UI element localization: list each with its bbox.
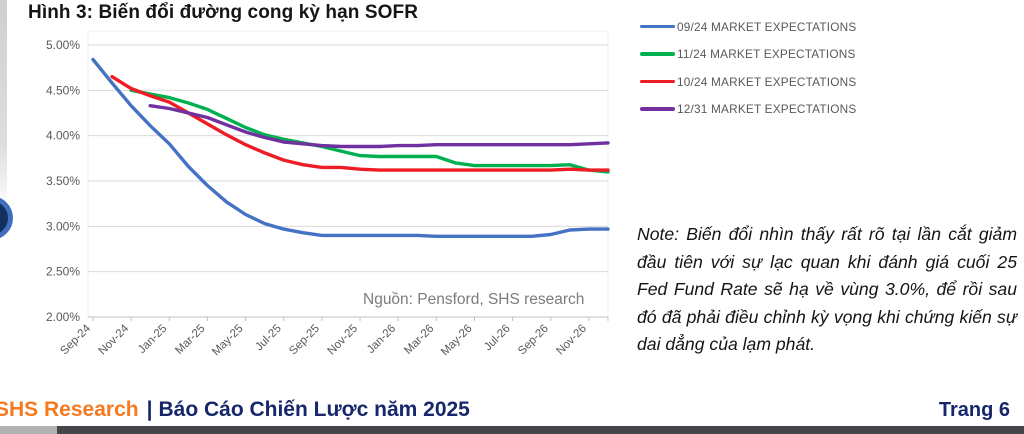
footer-brand: SHS Research: [0, 398, 139, 421]
svg-text:Nov-26: Nov-26: [554, 323, 589, 358]
svg-text:4.50%: 4.50%: [46, 83, 80, 97]
svg-text:May-25: May-25: [210, 323, 246, 359]
svg-text:3.50%: 3.50%: [46, 174, 80, 188]
legend-line-red-icon: [640, 79, 675, 84]
svg-text:3.00%: 3.00%: [46, 219, 80, 233]
chart-canvas: 5.00%4.50%4.00%3.50%3.00%2.50%2.00%Sep-2…: [46, 30, 610, 359]
legend-line-purple-icon: [640, 107, 675, 111]
legend-line-green-icon: [640, 52, 675, 56]
svg-text:Sep-26: Sep-26: [516, 323, 551, 358]
svg-text:2.50%: 2.50%: [46, 265, 80, 279]
svg-text:Jan-25: Jan-25: [136, 323, 169, 356]
footer-left: SHS Research | Báo Cáo Chiến Lược năm 2025: [0, 398, 470, 422]
bottom-bar-left-segment: [0, 426, 57, 434]
footer-page-number: Trang 6: [938, 399, 1010, 421]
legend-label: 12/31 MARKET EXPECTATIONS: [677, 102, 857, 116]
analyst-note: Note: Biến đổi nhìn thấy rất rõ tại lần …: [637, 224, 1017, 355]
svg-text:Jul-25: Jul-25: [253, 323, 284, 354]
report-footer: SHS Research | Báo Cáo Chiến Lược năm 2025…: [0, 396, 1024, 426]
svg-text:Sep-24: Sep-24: [58, 322, 93, 357]
svg-text:Nov-25: Nov-25: [325, 323, 360, 358]
legend-item-1124: 11/24 MARKET EXPECTATIONS: [640, 47, 856, 61]
sofr-forward-curve-chart: 5.00% 4.50% 4.00% 3.50% 3.00% 2.50% 2.00% Sep-2…: [46, 30, 610, 359]
legend-line-blue-icon: [640, 24, 675, 29]
svg-text:2.00%: 2.00%: [46, 310, 80, 324]
chart-source: Nguồn: Pensford, SHS research: [363, 291, 585, 308]
svg-text:Sep-25: Sep-25: [287, 323, 322, 358]
svg-text:4.00%: 4.00%: [46, 129, 80, 143]
svg-text:Jul-26: Jul-26: [482, 323, 513, 354]
svg-text:Nov-24: Nov-24: [97, 322, 132, 357]
svg-text:Mar-25: Mar-25: [173, 323, 207, 357]
svg-text:Mar-26: Mar-26: [402, 323, 436, 357]
svg-text:5.00%: 5.00%: [46, 38, 80, 52]
figure-title: Hình 3: Biến đổi đường cong kỳ hạn SOFR: [28, 2, 419, 23]
page-edge-strip: [0, 0, 7, 210]
svg-text:Jan-26: Jan-26: [365, 323, 398, 356]
legend-item-0924: 09/24 MARKET EXPECTATIONS: [640, 19, 857, 34]
legend-label: 09/24 MARKET EXPECTATIONS: [677, 19, 857, 34]
bottom-bar: [57, 426, 1024, 434]
footer-report-title: Báo Cáo Chiến Lược năm 2025: [158, 398, 470, 421]
legend-item-1231: 12/31 MARKET EXPECTATIONS: [640, 102, 857, 116]
chart-legend: 09/24 MARKET EXPECTATIONS 11/24 MARKET E…: [640, 20, 856, 116]
legend-label: 10/24 MARKET EXPECTATIONS: [677, 74, 857, 89]
legend-label: 11/24 MARKET EXPECTATIONS: [677, 47, 856, 61]
svg-text:May-26: May-26: [439, 323, 475, 359]
legend-item-1024: 10/24 MARKET EXPECTATIONS: [640, 74, 857, 89]
footer-separator: |: [146, 398, 153, 421]
